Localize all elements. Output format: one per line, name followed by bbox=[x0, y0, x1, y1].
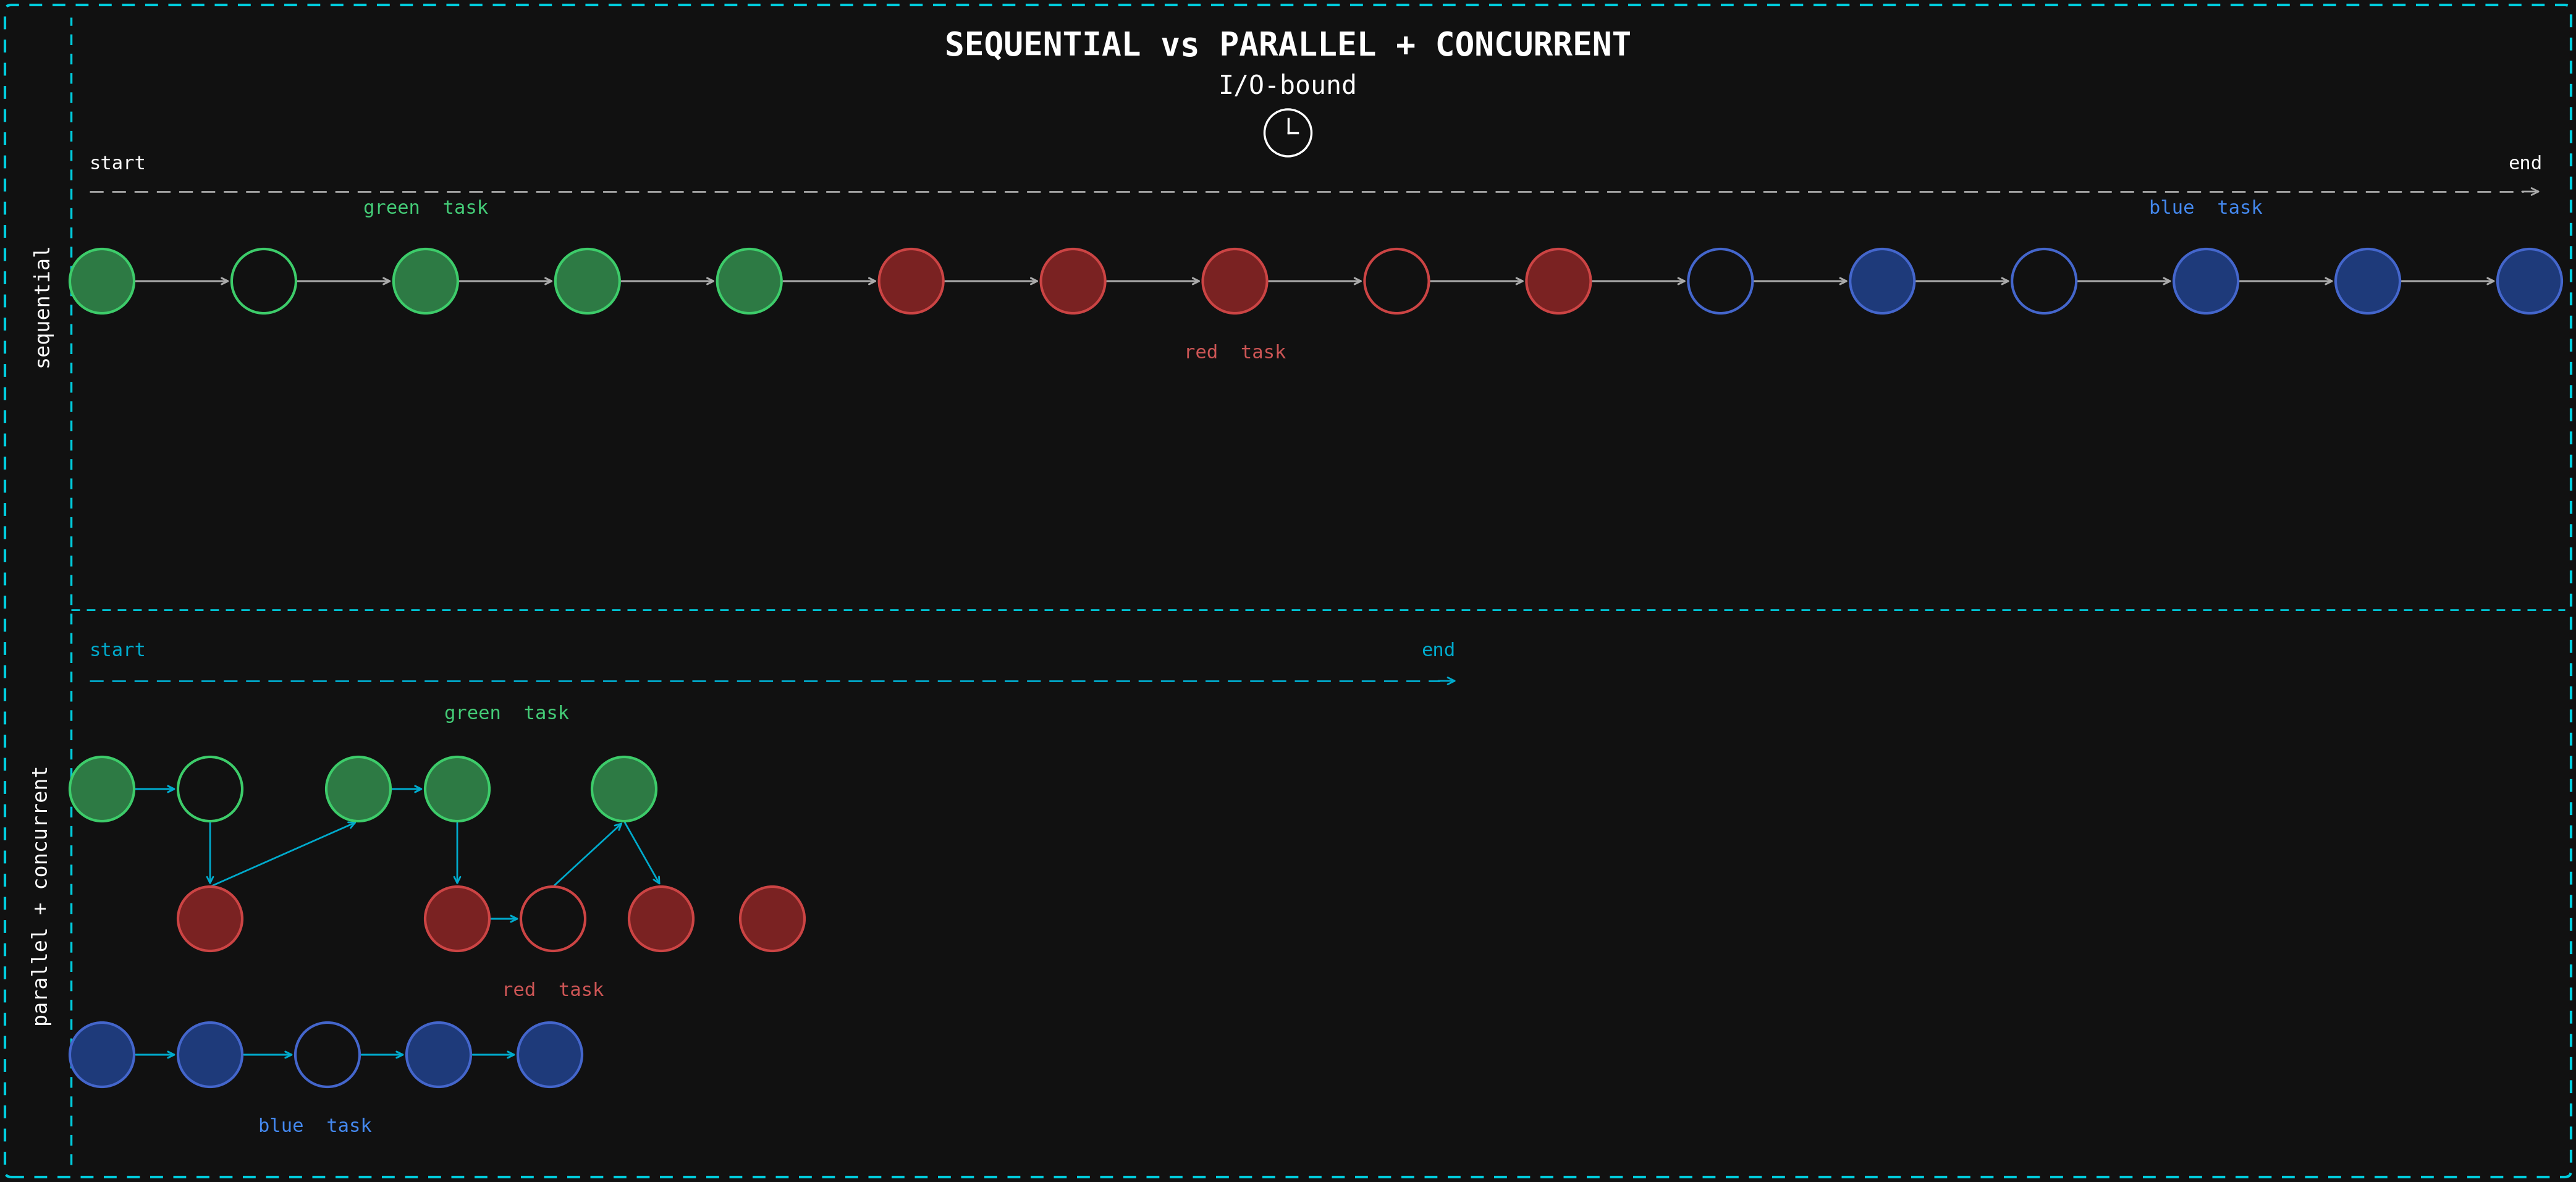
Text: SEQUENTIAL vs PARALLEL + CONCURRENT: SEQUENTIAL vs PARALLEL + CONCURRENT bbox=[945, 31, 1631, 63]
Text: red  task: red task bbox=[502, 982, 605, 1000]
Circle shape bbox=[2012, 249, 2076, 313]
Circle shape bbox=[296, 1022, 361, 1086]
Circle shape bbox=[739, 886, 804, 950]
Circle shape bbox=[1687, 249, 1752, 313]
Text: blue  task: blue task bbox=[2148, 200, 2262, 217]
Circle shape bbox=[2336, 249, 2401, 313]
Text: start: start bbox=[90, 155, 147, 173]
Text: green  task: green task bbox=[443, 704, 569, 722]
Circle shape bbox=[592, 756, 657, 821]
Text: start: start bbox=[90, 642, 147, 661]
Circle shape bbox=[1041, 249, 1105, 313]
Circle shape bbox=[425, 756, 489, 821]
Circle shape bbox=[232, 249, 296, 313]
Circle shape bbox=[70, 1022, 134, 1086]
Text: I/O-bound: I/O-bound bbox=[1218, 73, 1358, 99]
Circle shape bbox=[878, 249, 943, 313]
Circle shape bbox=[178, 756, 242, 821]
Text: parallel + concurrent: parallel + concurrent bbox=[31, 766, 52, 1026]
Circle shape bbox=[425, 886, 489, 950]
Circle shape bbox=[1528, 249, 1592, 313]
Circle shape bbox=[716, 249, 781, 313]
Circle shape bbox=[1365, 249, 1430, 313]
Circle shape bbox=[1850, 249, 1914, 313]
Circle shape bbox=[70, 756, 134, 821]
Text: green  task: green task bbox=[363, 200, 487, 217]
Circle shape bbox=[178, 886, 242, 950]
Circle shape bbox=[556, 249, 621, 313]
Circle shape bbox=[70, 249, 134, 313]
Circle shape bbox=[407, 1022, 471, 1086]
Circle shape bbox=[2499, 249, 2561, 313]
Text: sequential: sequential bbox=[31, 242, 52, 368]
Circle shape bbox=[178, 1022, 242, 1086]
Circle shape bbox=[520, 886, 585, 950]
Circle shape bbox=[327, 756, 392, 821]
Text: red  task: red task bbox=[1185, 344, 1285, 363]
Circle shape bbox=[518, 1022, 582, 1086]
Circle shape bbox=[394, 249, 459, 313]
Circle shape bbox=[629, 886, 693, 950]
Circle shape bbox=[1203, 249, 1267, 313]
Text: end: end bbox=[2509, 155, 2543, 173]
Circle shape bbox=[2174, 249, 2239, 313]
Text: end: end bbox=[1422, 642, 1455, 661]
Text: blue  task: blue task bbox=[258, 1118, 371, 1136]
